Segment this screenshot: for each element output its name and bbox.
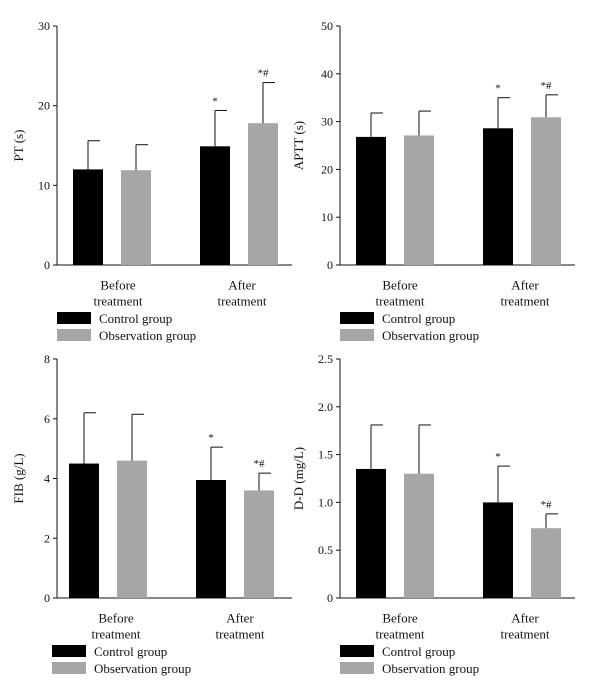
x-tick-label: Before treatment: [91, 610, 140, 641]
y-tick-label: 2: [44, 531, 50, 545]
x-tick-label: Before treatment: [93, 277, 142, 308]
y-tick-label: 0.5: [318, 543, 333, 557]
chart-panel-4: 0 0.5 1.0 1.5 2.0 2.5 D-D (mg/L) * *# Before treat…: [291, 352, 575, 676]
x-tick-label: After treatment: [500, 610, 549, 641]
bar-observation: [248, 123, 278, 266]
y-tick-label: 2.5: [318, 352, 333, 366]
legend-label-observation: Observation group: [382, 328, 479, 343]
significance-mark: *: [212, 95, 218, 107]
legend-label-observation: Observation group: [94, 661, 191, 676]
legend: Control group Observation group: [52, 644, 191, 676]
legend-swatch-control: [57, 312, 91, 324]
legend-swatch-control: [340, 645, 374, 657]
legend-swatch-control: [52, 645, 86, 657]
x-tick-label: After treatment: [215, 610, 264, 641]
y-tick-label: 1.5: [318, 448, 333, 462]
y-tick-label: 0: [327, 258, 333, 272]
y-tick-label: 0: [44, 591, 50, 605]
y-axis-label: APTT (s): [291, 121, 306, 170]
legend-swatch-control: [340, 312, 374, 324]
legend-label-control: Control group: [94, 644, 167, 659]
bar-control: [200, 146, 230, 265]
bar-observation: [244, 490, 274, 598]
y-tick-label: 8: [44, 352, 50, 366]
y-tick-label: 30: [321, 115, 333, 129]
legend-label-control: Control group: [382, 644, 455, 659]
bar-control: [69, 463, 99, 598]
legend-label-observation: Observation group: [382, 661, 479, 676]
significance-mark: *#: [541, 499, 553, 511]
legend: Control group Observation group: [57, 311, 196, 343]
legend: Control group Observation group: [340, 644, 479, 676]
y-tick-label: 6: [44, 412, 50, 426]
legend-swatch-observation: [57, 329, 91, 341]
bar-observation: [121, 170, 151, 265]
bar-control: [356, 468, 386, 598]
y-tick-label: 2.0: [318, 400, 333, 414]
x-tick-label: Before treatment: [375, 610, 424, 641]
bar-control: [73, 169, 103, 265]
bar-control: [356, 136, 386, 265]
legend-swatch-observation: [340, 662, 374, 674]
y-axis-label: PT (s): [11, 130, 26, 162]
chart-panel-3: 0 2 4 6 8 FIB (g/L) * *# Before treatment After tre…: [11, 352, 292, 676]
y-tick-label: 40: [321, 67, 333, 81]
x-tick-label: Before treatment: [375, 277, 424, 308]
y-axis-label: FIB (g/L): [11, 453, 26, 503]
x-tick-label: After treatment: [217, 277, 266, 308]
bar-observation: [531, 117, 561, 265]
y-tick-label: 4: [44, 472, 50, 486]
bar-control: [483, 128, 513, 265]
chart-panel-1: 0 10 20 30 PT (s) * *# Before treatment After trea…: [11, 19, 292, 343]
bar-observation: [404, 135, 434, 265]
bar-observation: [531, 528, 561, 598]
legend-swatch-observation: [340, 329, 374, 341]
legend-label-control: Control group: [382, 311, 455, 326]
y-tick-label: 0: [44, 258, 50, 272]
y-tick-label: 10: [38, 178, 50, 192]
significance-mark: *: [208, 432, 214, 444]
legend-label-observation: Observation group: [99, 328, 196, 343]
legend-swatch-observation: [52, 662, 86, 674]
significance-mark: *: [495, 83, 501, 95]
legend-label-control: Control group: [99, 311, 172, 326]
legend: Control group Observation group: [340, 311, 479, 343]
y-tick-label: 1.0: [318, 495, 333, 509]
bar-control: [483, 502, 513, 598]
significance-mark: *#: [258, 68, 270, 80]
significance-mark: *#: [541, 80, 553, 92]
y-tick-label: 30: [38, 19, 50, 33]
y-tick-label: 20: [38, 99, 50, 113]
x-tick-label: After treatment: [500, 277, 549, 308]
significance-mark: *#: [254, 458, 266, 470]
significance-mark: *: [495, 451, 501, 463]
chart-panel-2: 0 10 20 30 40 50 APTT (s) * *# Before treatment Aft…: [291, 19, 575, 343]
bar-observation: [404, 473, 434, 598]
bar-control: [196, 479, 226, 598]
y-axis-label: D-D (mg/L): [291, 447, 306, 510]
y-tick-label: 20: [321, 162, 333, 176]
y-tick-label: 10: [321, 210, 333, 224]
y-tick-label: 0: [327, 591, 333, 605]
y-tick-label: 50: [321, 19, 333, 33]
bar-observation: [117, 460, 147, 598]
